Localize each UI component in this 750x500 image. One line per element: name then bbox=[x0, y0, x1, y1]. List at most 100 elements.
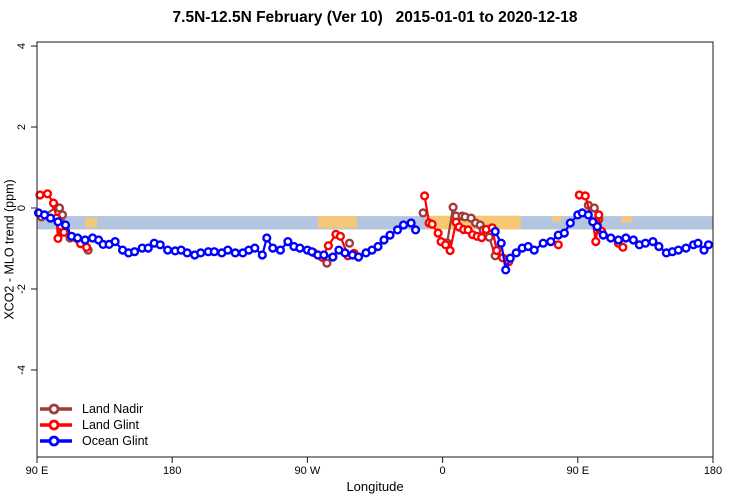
x-tick-label: 90 E bbox=[566, 465, 589, 477]
ocean-glint-point bbox=[223, 245, 233, 255]
ocean-glint-point bbox=[592, 222, 602, 232]
ocean-glint-point bbox=[640, 238, 651, 248]
ocean-glint-point bbox=[130, 247, 140, 257]
ocean-glint-point bbox=[353, 252, 364, 262]
ocean-glint-point bbox=[268, 243, 278, 253]
ocean-glint-point bbox=[72, 233, 83, 243]
x-tick-label: 180 bbox=[704, 465, 722, 477]
land-glint-point bbox=[433, 228, 443, 238]
ocean-glint-point bbox=[501, 265, 511, 275]
legend-item-land-glint: Land Glint bbox=[39, 417, 148, 433]
y-tick-label: 4 bbox=[16, 43, 28, 49]
ocean-glint-point bbox=[257, 250, 267, 260]
ocean-glint-point bbox=[565, 218, 575, 228]
x-tick-label: 90 W bbox=[295, 465, 321, 477]
orange-flag-west bbox=[85, 217, 98, 228]
ocean-glint-point bbox=[538, 238, 548, 248]
ocean-glint-point bbox=[621, 233, 631, 243]
x-tick-label: 0 bbox=[440, 465, 446, 477]
axis-ticks: 4 2 0 -2 -4 90 E 180 90 W 0 90 E 180 bbox=[16, 43, 722, 477]
ocean-glint-point bbox=[654, 241, 664, 252]
ocean-glint-point bbox=[673, 245, 684, 255]
ocean-glint-point bbox=[196, 248, 206, 258]
land-nadir-marker-icon bbox=[40, 403, 72, 415]
ocean-glint-point bbox=[163, 245, 173, 255]
orange-flag-east2 bbox=[621, 216, 632, 223]
land-glint-point bbox=[618, 242, 628, 252]
legend-label-land-glint: Land Glint bbox=[82, 418, 139, 432]
ocean-glint-point bbox=[340, 248, 350, 258]
land-glint-point bbox=[492, 245, 502, 256]
ocean-glint-point bbox=[373, 241, 383, 252]
ocean-glint-point bbox=[703, 240, 714, 250]
land-glint-point bbox=[594, 210, 604, 220]
ocean-glint-point bbox=[155, 240, 165, 250]
ocean-glint-point bbox=[613, 235, 624, 245]
ocean-glint-point bbox=[230, 248, 240, 258]
ocean-glint-point bbox=[80, 235, 90, 245]
y-tick-label: -2 bbox=[16, 284, 28, 294]
land-glint-point bbox=[441, 240, 451, 250]
ocean-glint-point bbox=[546, 237, 556, 247]
ocean-glint-point bbox=[490, 226, 500, 237]
ocean-glint-point bbox=[583, 210, 593, 220]
reference-bands bbox=[37, 215, 713, 230]
land-glint-point bbox=[59, 227, 69, 237]
x-tick-label: 180 bbox=[163, 465, 181, 477]
ocean-glint-point bbox=[283, 237, 293, 247]
ocean-glint-point bbox=[379, 235, 389, 245]
ocean-glint-point bbox=[606, 233, 616, 243]
land-glint-point bbox=[42, 189, 53, 199]
land-glint-point bbox=[81, 242, 92, 252]
ocean-glint-point bbox=[60, 220, 71, 230]
ocean-glint-marker-icon bbox=[40, 435, 72, 447]
orange-flag-mid bbox=[317, 216, 357, 229]
land-glint-point bbox=[420, 191, 430, 201]
ocean-glint-point bbox=[406, 218, 416, 228]
ocean-glint-point bbox=[209, 247, 219, 257]
land-glint-marker-icon bbox=[40, 419, 72, 431]
ocean-glint-point bbox=[496, 238, 506, 248]
ocean-glint-point bbox=[598, 230, 608, 240]
ocean-glint-point bbox=[275, 245, 286, 255]
land-nadir-point bbox=[322, 258, 332, 268]
land-glint-point bbox=[553, 240, 563, 250]
ocean-glint-point bbox=[262, 233, 272, 243]
legend-label-ocean-glint: Ocean Glint bbox=[82, 434, 149, 448]
ocean-glint-point bbox=[628, 235, 639, 245]
land-glint-point bbox=[445, 245, 455, 256]
y-tick-label: -4 bbox=[16, 365, 28, 375]
land-glint-point bbox=[53, 233, 63, 244]
y-tick-label: 2 bbox=[16, 124, 28, 130]
land-nadir-point bbox=[484, 232, 494, 242]
x-axis-title: Longitude bbox=[346, 479, 404, 494]
land-nadir-point bbox=[344, 238, 355, 248]
ocean-glint-point bbox=[182, 248, 192, 258]
ocean-glint-point bbox=[398, 220, 409, 230]
legend: Land Nadir Land Glint Ocean Glint bbox=[39, 401, 148, 449]
chart-title: 7.5N-12.5N February (Ver 10) 2015-01-01 … bbox=[172, 9, 578, 26]
x-tick-label: 90 E bbox=[26, 465, 49, 477]
land-glint-point bbox=[48, 198, 59, 208]
land-glint-point bbox=[580, 191, 590, 201]
land-nadir-point bbox=[448, 202, 458, 212]
ocean-glint-point bbox=[529, 245, 539, 255]
ocean-glint-point bbox=[328, 252, 338, 262]
ocean-glint-point bbox=[250, 243, 260, 253]
land-nadir-point bbox=[418, 208, 428, 218]
ocean-glint-point bbox=[110, 237, 120, 247]
land-glint-point bbox=[591, 237, 601, 247]
land-glint-point bbox=[477, 233, 487, 243]
ocean-glint-point bbox=[411, 225, 421, 235]
ocean-glint-point bbox=[385, 230, 395, 240]
ocean-glint-point bbox=[511, 248, 521, 258]
ocean-glint-point bbox=[45, 213, 56, 223]
ocean-glint-point bbox=[53, 217, 63, 227]
legend-label-land-nadir: Land Nadir bbox=[82, 402, 144, 416]
ocean-glint-point bbox=[319, 250, 329, 260]
ocean-glint-point bbox=[693, 238, 703, 248]
land-glint-point bbox=[35, 190, 45, 200]
land-glint-point bbox=[335, 231, 346, 241]
expected-range-band bbox=[37, 216, 713, 230]
